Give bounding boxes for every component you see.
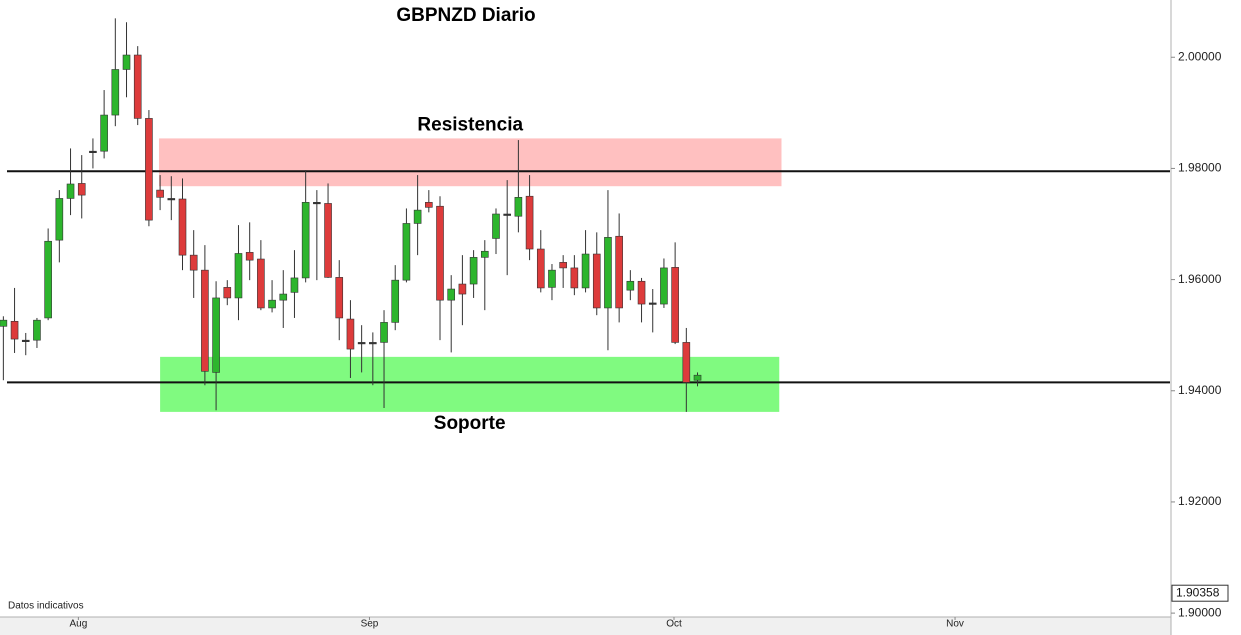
candle-body — [559, 262, 567, 269]
candle-body — [100, 114, 108, 152]
candle-body — [245, 252, 254, 261]
x-axis-band — [0, 617, 1171, 635]
zone-label: Resistencia — [417, 114, 523, 135]
x-tick-label: Nov — [946, 619, 964, 630]
candle-body — [77, 183, 86, 196]
zone-label: Soporte — [434, 413, 506, 434]
chart-title: GBPNZD Diario — [396, 5, 535, 26]
candle-body — [458, 283, 467, 295]
candle-body — [313, 202, 321, 205]
candle-body — [55, 198, 64, 241]
candle-body — [548, 269, 556, 288]
y-tick-label: 1.94000 — [1178, 383, 1222, 397]
candle-body — [626, 280, 635, 291]
candle-body — [156, 189, 164, 198]
candle-body — [514, 197, 523, 217]
candle-body — [44, 240, 52, 319]
candle-body — [324, 203, 332, 278]
candle-body — [447, 288, 456, 301]
candle-body — [189, 254, 198, 271]
y-tick-label: 1.90000 — [1178, 605, 1222, 619]
candle-body — [212, 297, 220, 373]
candle-body — [10, 320, 19, 340]
candle-body — [234, 253, 243, 299]
candle-body — [133, 54, 142, 119]
candle-body — [391, 279, 400, 323]
y-tick-label: 2.00000 — [1178, 49, 1222, 63]
candle-body — [436, 205, 444, 301]
candle-body — [279, 293, 288, 301]
candle-body — [111, 69, 120, 116]
y-tick-label: 1.96000 — [1178, 272, 1222, 286]
zone — [160, 356, 780, 412]
candle-body — [178, 198, 187, 256]
candle-body — [380, 322, 388, 343]
candle-body — [357, 342, 366, 345]
candle-body — [525, 195, 534, 250]
candle-body — [492, 213, 500, 239]
candle-body — [648, 302, 657, 305]
candle-body — [425, 202, 433, 208]
candle-body — [369, 342, 377, 345]
candle-body — [223, 287, 232, 299]
candle-body — [637, 280, 646, 305]
candle-body — [693, 374, 702, 381]
candle-body — [167, 198, 176, 201]
candle-body — [21, 339, 30, 342]
y-tick-label: 1.92000 — [1178, 494, 1222, 508]
candle-body — [615, 235, 623, 309]
candle-body — [0, 319, 8, 327]
candle-body — [604, 237, 612, 309]
x-tick-label: Aug — [69, 619, 87, 630]
candle-body — [346, 318, 355, 350]
candle-body — [570, 267, 579, 289]
candle-body — [290, 277, 299, 293]
candle-body — [257, 258, 265, 309]
zone — [158, 138, 782, 187]
candle-body — [469, 257, 478, 285]
last-price-box — [1171, 584, 1229, 602]
candle-body — [413, 209, 422, 224]
x-tick-label: Oct — [666, 619, 682, 630]
candle-body — [89, 150, 97, 153]
candle-body — [480, 250, 489, 258]
candle-body — [671, 267, 679, 343]
candle-body — [335, 277, 344, 319]
candle-body — [201, 269, 209, 372]
note: Datos indicativos — [8, 601, 84, 612]
candle-body — [581, 253, 590, 289]
y-tick-label: 1.98000 — [1178, 161, 1222, 175]
candle-body — [301, 202, 310, 279]
candle-body — [536, 248, 545, 289]
candle-body — [503, 213, 511, 216]
candle-body — [402, 223, 411, 281]
candle-body — [592, 253, 601, 309]
candle-body — [33, 319, 41, 341]
candle-body — [268, 299, 276, 309]
candle-body — [145, 118, 153, 221]
candle-body — [122, 54, 131, 70]
candle-body — [682, 342, 691, 383]
x-tick-label: Sep — [361, 619, 379, 630]
last-price-label: 1.90358 — [1176, 585, 1220, 599]
candle-body — [66, 183, 75, 199]
candle-body — [660, 267, 668, 305]
